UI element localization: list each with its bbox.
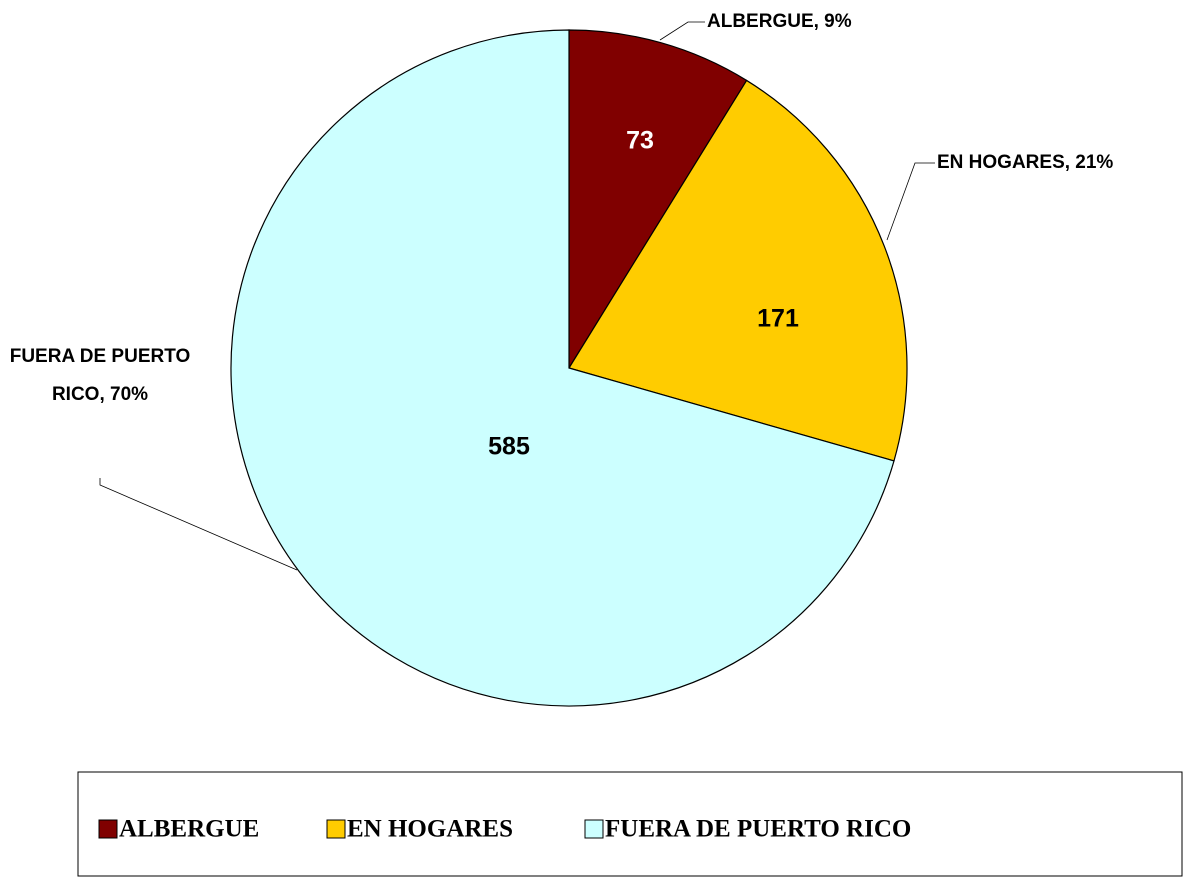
data-label: 171 bbox=[757, 305, 799, 333]
outer-label: ALBERGUE, 9% bbox=[707, 11, 852, 32]
outer-label: FUERA DE PUERTO RICO, 70% bbox=[9, 346, 191, 405]
legend-label: ALBERGUE bbox=[119, 816, 259, 843]
pie-slice bbox=[568, 29, 748, 371]
legend-swatch bbox=[98, 819, 118, 839]
pie-slice bbox=[230, 29, 895, 707]
data-label: 585 bbox=[488, 433, 530, 461]
leader-line bbox=[886, 162, 935, 241]
pie-slice bbox=[568, 79, 908, 462]
legend-label: EN HOGARES bbox=[347, 816, 513, 843]
legend-label: FUERA DE PUERTO RICO bbox=[605, 816, 911, 843]
outer-label: EN HOGARES, 21% bbox=[937, 152, 1113, 173]
legend-box bbox=[77, 771, 1183, 877]
leader-line bbox=[99, 478, 298, 571]
data-label: 73 bbox=[626, 127, 654, 155]
leader-line bbox=[659, 21, 705, 41]
legend-swatch bbox=[326, 819, 346, 839]
legend-swatch bbox=[584, 819, 604, 839]
